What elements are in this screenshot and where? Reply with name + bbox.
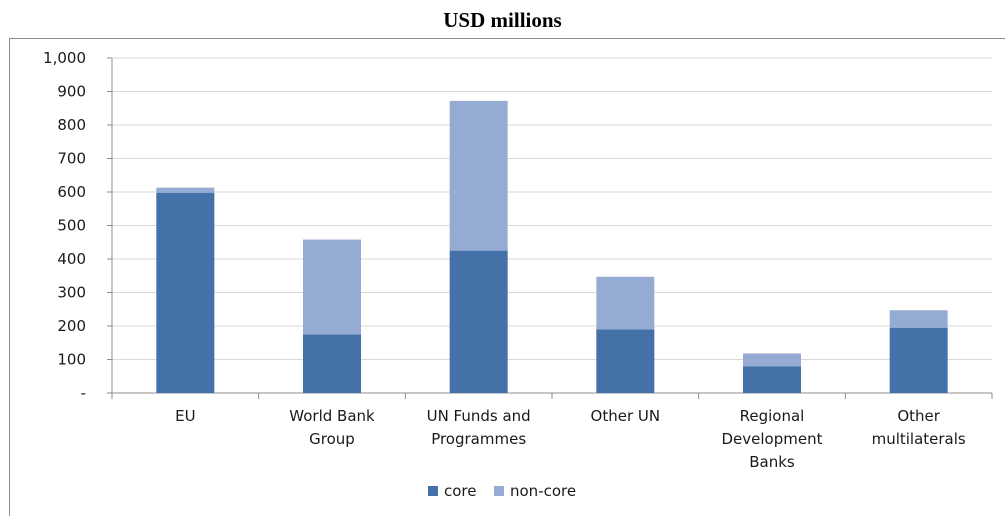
bar-non-core (743, 353, 801, 367)
x-tick-label: Group (309, 430, 355, 448)
bar-non-core (449, 100, 508, 251)
y-tick-label: 1,000 (43, 49, 86, 67)
y-tick-label: 300 (57, 284, 86, 302)
legend-swatch-core (428, 486, 438, 496)
y-tick-label: 700 (57, 150, 86, 168)
x-tick-label: Other UN (591, 407, 661, 425)
bar-core (743, 366, 801, 393)
x-tick-label: Banks (749, 453, 795, 471)
y-tick-label: 400 (57, 250, 86, 268)
x-tick-label: EU (175, 407, 195, 425)
y-tick-label: 800 (57, 116, 86, 134)
x-tick-label: UN Funds and (427, 407, 531, 425)
bar-core (156, 192, 215, 393)
bar-non-core (889, 310, 948, 328)
bar-core (596, 329, 655, 393)
chart-title: USD millions (443, 8, 562, 32)
x-tick-label: Regional (740, 407, 805, 425)
x-tick-label: multilaterals (872, 430, 966, 448)
x-tick-label: Development (722, 430, 823, 448)
bar-core (889, 327, 948, 393)
bar-core (449, 250, 508, 393)
bar-non-core (303, 239, 361, 335)
legend-swatch-non-core (494, 486, 504, 496)
chart-frame (9, 38, 1005, 516)
legend-label-non-core: non-core (510, 482, 576, 500)
y-tick-label: - (81, 384, 86, 402)
x-tick-label: Other (897, 407, 940, 425)
bar-core (303, 334, 361, 393)
bar-non-core (156, 187, 215, 193)
bar-non-core (596, 276, 655, 330)
y-tick-label: 100 (57, 351, 86, 369)
x-tick-label: Programmes (431, 430, 526, 448)
y-tick-label: 900 (57, 83, 86, 101)
y-tick-label: 600 (57, 183, 86, 201)
legend-label-core: core (444, 482, 477, 500)
y-tick-label: 500 (57, 217, 86, 235)
y-tick-label: 200 (57, 317, 86, 335)
x-tick-label: World Bank (289, 407, 375, 425)
